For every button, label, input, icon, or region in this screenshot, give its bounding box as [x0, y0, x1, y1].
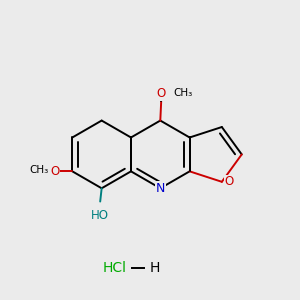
- Text: N: N: [156, 182, 165, 195]
- Text: HO: HO: [91, 209, 109, 222]
- Text: O: O: [224, 175, 233, 188]
- Text: CH₃: CH₃: [29, 165, 49, 175]
- Text: CH₃: CH₃: [173, 88, 192, 98]
- Text: O: O: [157, 87, 166, 100]
- Text: HCl: HCl: [103, 261, 127, 275]
- Text: O: O: [50, 165, 59, 178]
- Text: H: H: [149, 261, 160, 275]
